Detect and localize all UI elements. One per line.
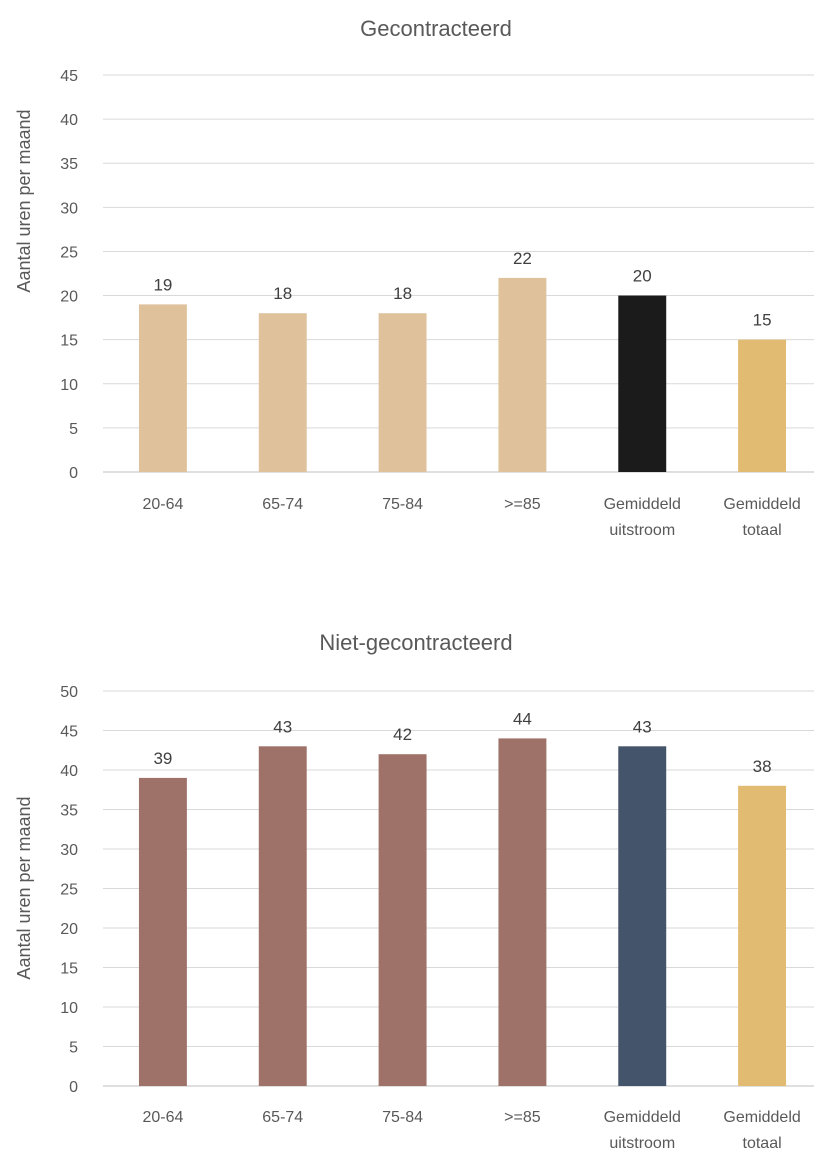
chart-title: Gecontracteerd bbox=[360, 16, 512, 41]
gridlines bbox=[103, 74, 814, 473]
data-label: 42 bbox=[393, 725, 412, 744]
bar bbox=[618, 746, 667, 1086]
y-tick-labels: 0 5 10 15 20 25 30 35 40 45 50 bbox=[60, 684, 78, 1096]
y-tick-label: 10 bbox=[60, 377, 78, 394]
data-label: 22 bbox=[513, 249, 532, 268]
category-label: Gemiddeld totaal bbox=[723, 496, 800, 539]
category-label: Gemiddeld totaal bbox=[723, 1109, 800, 1152]
y-tick-label: 25 bbox=[60, 882, 78, 899]
category-label: 20-64 bbox=[142, 496, 183, 513]
y-tick-label: 5 bbox=[69, 421, 78, 438]
y-tick-label: 50 bbox=[60, 684, 78, 701]
data-label: 18 bbox=[393, 284, 412, 303]
bar bbox=[498, 277, 547, 472]
category-labels: 20-64 65-74 75-84 >=85 Gemiddeld uitstroom Gem… bbox=[142, 496, 800, 539]
bars bbox=[138, 738, 787, 1086]
y-tick-label: 30 bbox=[60, 200, 78, 217]
category-label: 65-74 bbox=[262, 496, 303, 513]
y-tick-label: 35 bbox=[60, 156, 78, 173]
gridlines bbox=[103, 690, 814, 1087]
bar bbox=[618, 295, 667, 472]
y-tick-label: 30 bbox=[60, 842, 78, 859]
data-label: 44 bbox=[513, 709, 532, 728]
y-tick-label: 10 bbox=[60, 1000, 78, 1017]
y-tick-label: 45 bbox=[60, 68, 78, 85]
y-tick-label: 0 bbox=[69, 465, 78, 482]
bar bbox=[378, 313, 427, 472]
y-tick-label: 45 bbox=[60, 724, 78, 741]
category-labels: 20-64 65-74 75-84 >=85 Gemiddeld uitstroom Gem… bbox=[142, 1109, 800, 1152]
y-tick-label: 20 bbox=[60, 921, 78, 938]
y-axis-label: Aantal uren per maand bbox=[14, 109, 34, 292]
category-label: Gemiddeld uitstroom bbox=[604, 496, 681, 539]
bar bbox=[258, 313, 307, 472]
y-tick-label: 15 bbox=[60, 333, 78, 350]
bars bbox=[138, 277, 787, 472]
data-label: 19 bbox=[153, 275, 172, 294]
category-label: 20-64 bbox=[142, 1109, 183, 1126]
y-tick-label: 5 bbox=[69, 1040, 78, 1057]
y-tick-label: 20 bbox=[60, 289, 78, 306]
y-axis-label: Aantal uren per maand bbox=[14, 796, 34, 979]
data-label: 43 bbox=[633, 717, 652, 736]
chart-svg-gecontracteerd: Gecontracteerd Aantal uren per maand 0 5 1… bbox=[14, 16, 814, 539]
data-label: 18 bbox=[273, 284, 292, 303]
data-label: 38 bbox=[753, 757, 772, 776]
bar bbox=[738, 339, 787, 472]
data-label: 20 bbox=[633, 267, 652, 286]
chart-niet-gecontracteerd: Niet-gecontracteerd Aantal uren per maan… bbox=[0, 610, 816, 1156]
bar bbox=[498, 738, 547, 1086]
category-label: 75-84 bbox=[382, 1109, 423, 1126]
y-tick-label: 0 bbox=[69, 1079, 78, 1096]
y-tick-label: 35 bbox=[60, 803, 78, 820]
y-tick-labels: 0 5 10 15 20 25 30 35 40 45 bbox=[60, 68, 78, 482]
bar bbox=[258, 746, 307, 1086]
y-tick-label: 15 bbox=[60, 961, 78, 978]
category-label: 65-74 bbox=[262, 1109, 303, 1126]
bar bbox=[138, 304, 187, 472]
y-tick-label: 25 bbox=[60, 244, 78, 261]
category-label: >=85 bbox=[504, 1109, 541, 1126]
category-label: Gemiddeld uitstroom bbox=[604, 1109, 681, 1152]
data-label: 39 bbox=[153, 749, 172, 768]
chart-title: Niet-gecontracteerd bbox=[319, 630, 512, 655]
bar bbox=[138, 777, 187, 1086]
chart-svg-niet-gecontracteerd: Niet-gecontracteerd Aantal uren per maan… bbox=[14, 630, 814, 1152]
y-tick-label: 40 bbox=[60, 763, 78, 780]
data-labels: 19 18 18 22 20 15 bbox=[153, 249, 771, 330]
y-tick-label: 40 bbox=[60, 112, 78, 129]
data-label: 43 bbox=[273, 717, 292, 736]
category-label: >=85 bbox=[504, 496, 541, 513]
data-label: 15 bbox=[753, 311, 772, 330]
bar bbox=[738, 785, 787, 1086]
bar bbox=[378, 754, 427, 1086]
category-label: 75-84 bbox=[382, 496, 423, 513]
data-labels: 39 43 42 44 43 38 bbox=[153, 709, 771, 775]
chart-gecontracteerd: Gecontracteerd Aantal uren per maand 0 5 1… bbox=[0, 0, 816, 570]
